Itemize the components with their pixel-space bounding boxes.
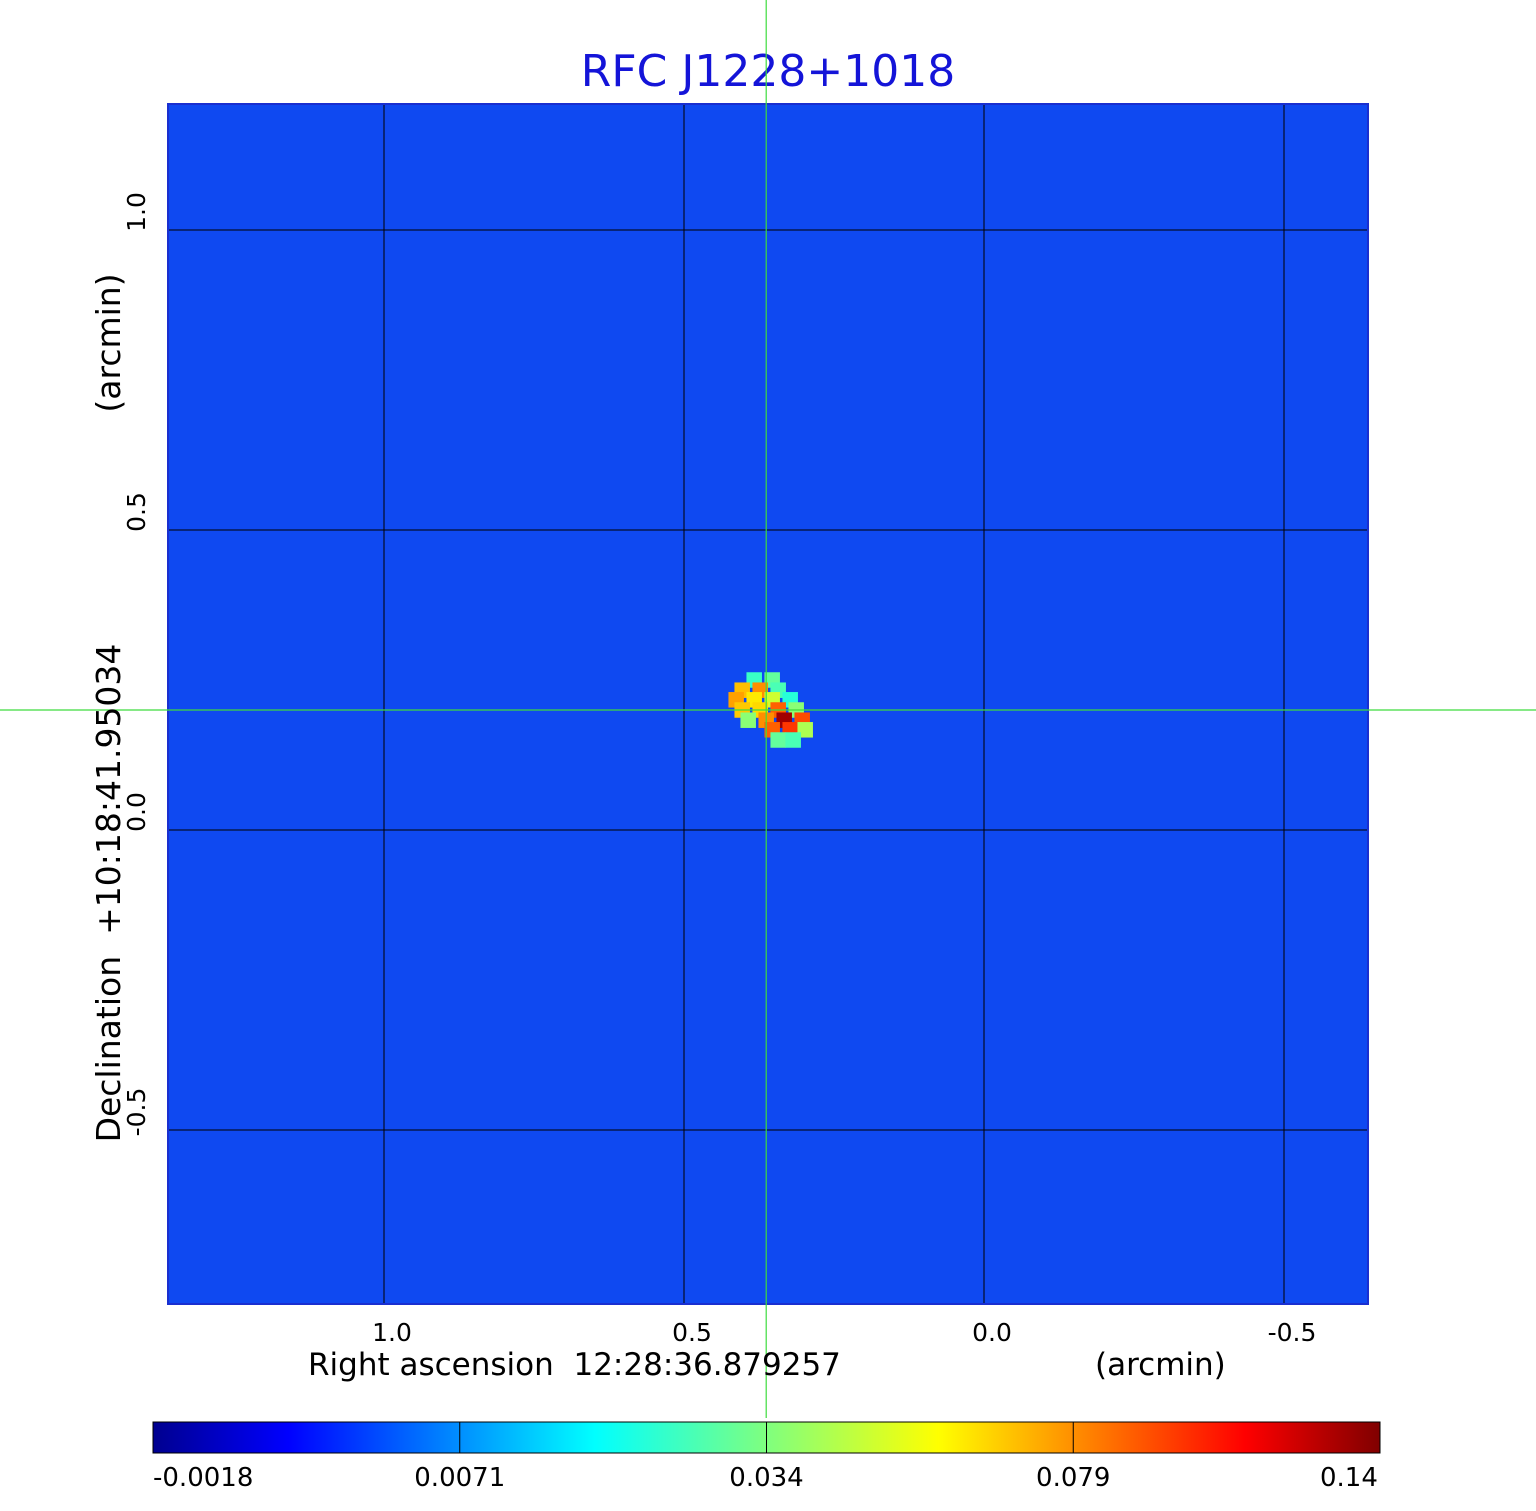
- y-tick-label: 1.0: [122, 192, 151, 232]
- x-axis-label: Right ascension 12:28:36.879257: [308, 1347, 841, 1383]
- source-pixel: [785, 732, 801, 748]
- colorbar-tick-label: -0.0018: [153, 1463, 254, 1493]
- x-axis-unit: (arcmin): [1095, 1347, 1226, 1383]
- plot-frame: [167, 103, 1369, 1305]
- grid-lines: [168, 104, 1368, 1304]
- y-axis-unit: (arcmin): [89, 273, 128, 413]
- source-pixel: [770, 732, 786, 748]
- source-pixel: [740, 712, 756, 728]
- colorbar-ticks: [152, 1422, 1381, 1453]
- source-pixel: [797, 722, 813, 738]
- crosshair: [0, 0, 1536, 1418]
- x-tick-label: 0.5: [672, 1318, 712, 1347]
- y-axis-label: Declination +10:18:41.95034: [89, 643, 128, 1143]
- x-tick-label: 1.0: [372, 1318, 412, 1347]
- y-tick-label: -0.5: [122, 1087, 151, 1137]
- colorbar-tick-label: 0.14: [1320, 1463, 1378, 1493]
- colorbar-tick-label: 0.079: [1036, 1463, 1111, 1493]
- x-tick-label: -0.5: [1267, 1318, 1317, 1347]
- colorbar-tick-label: 0.034: [729, 1463, 804, 1493]
- y-tick-label: 0.0: [122, 792, 151, 832]
- colorbar-tick-label: 0.0071: [414, 1463, 506, 1493]
- x-tick-label: 0.0: [972, 1318, 1012, 1347]
- y-tick-label: 0.5: [122, 492, 151, 532]
- chart-title: RFC J1228+1018: [580, 46, 956, 97]
